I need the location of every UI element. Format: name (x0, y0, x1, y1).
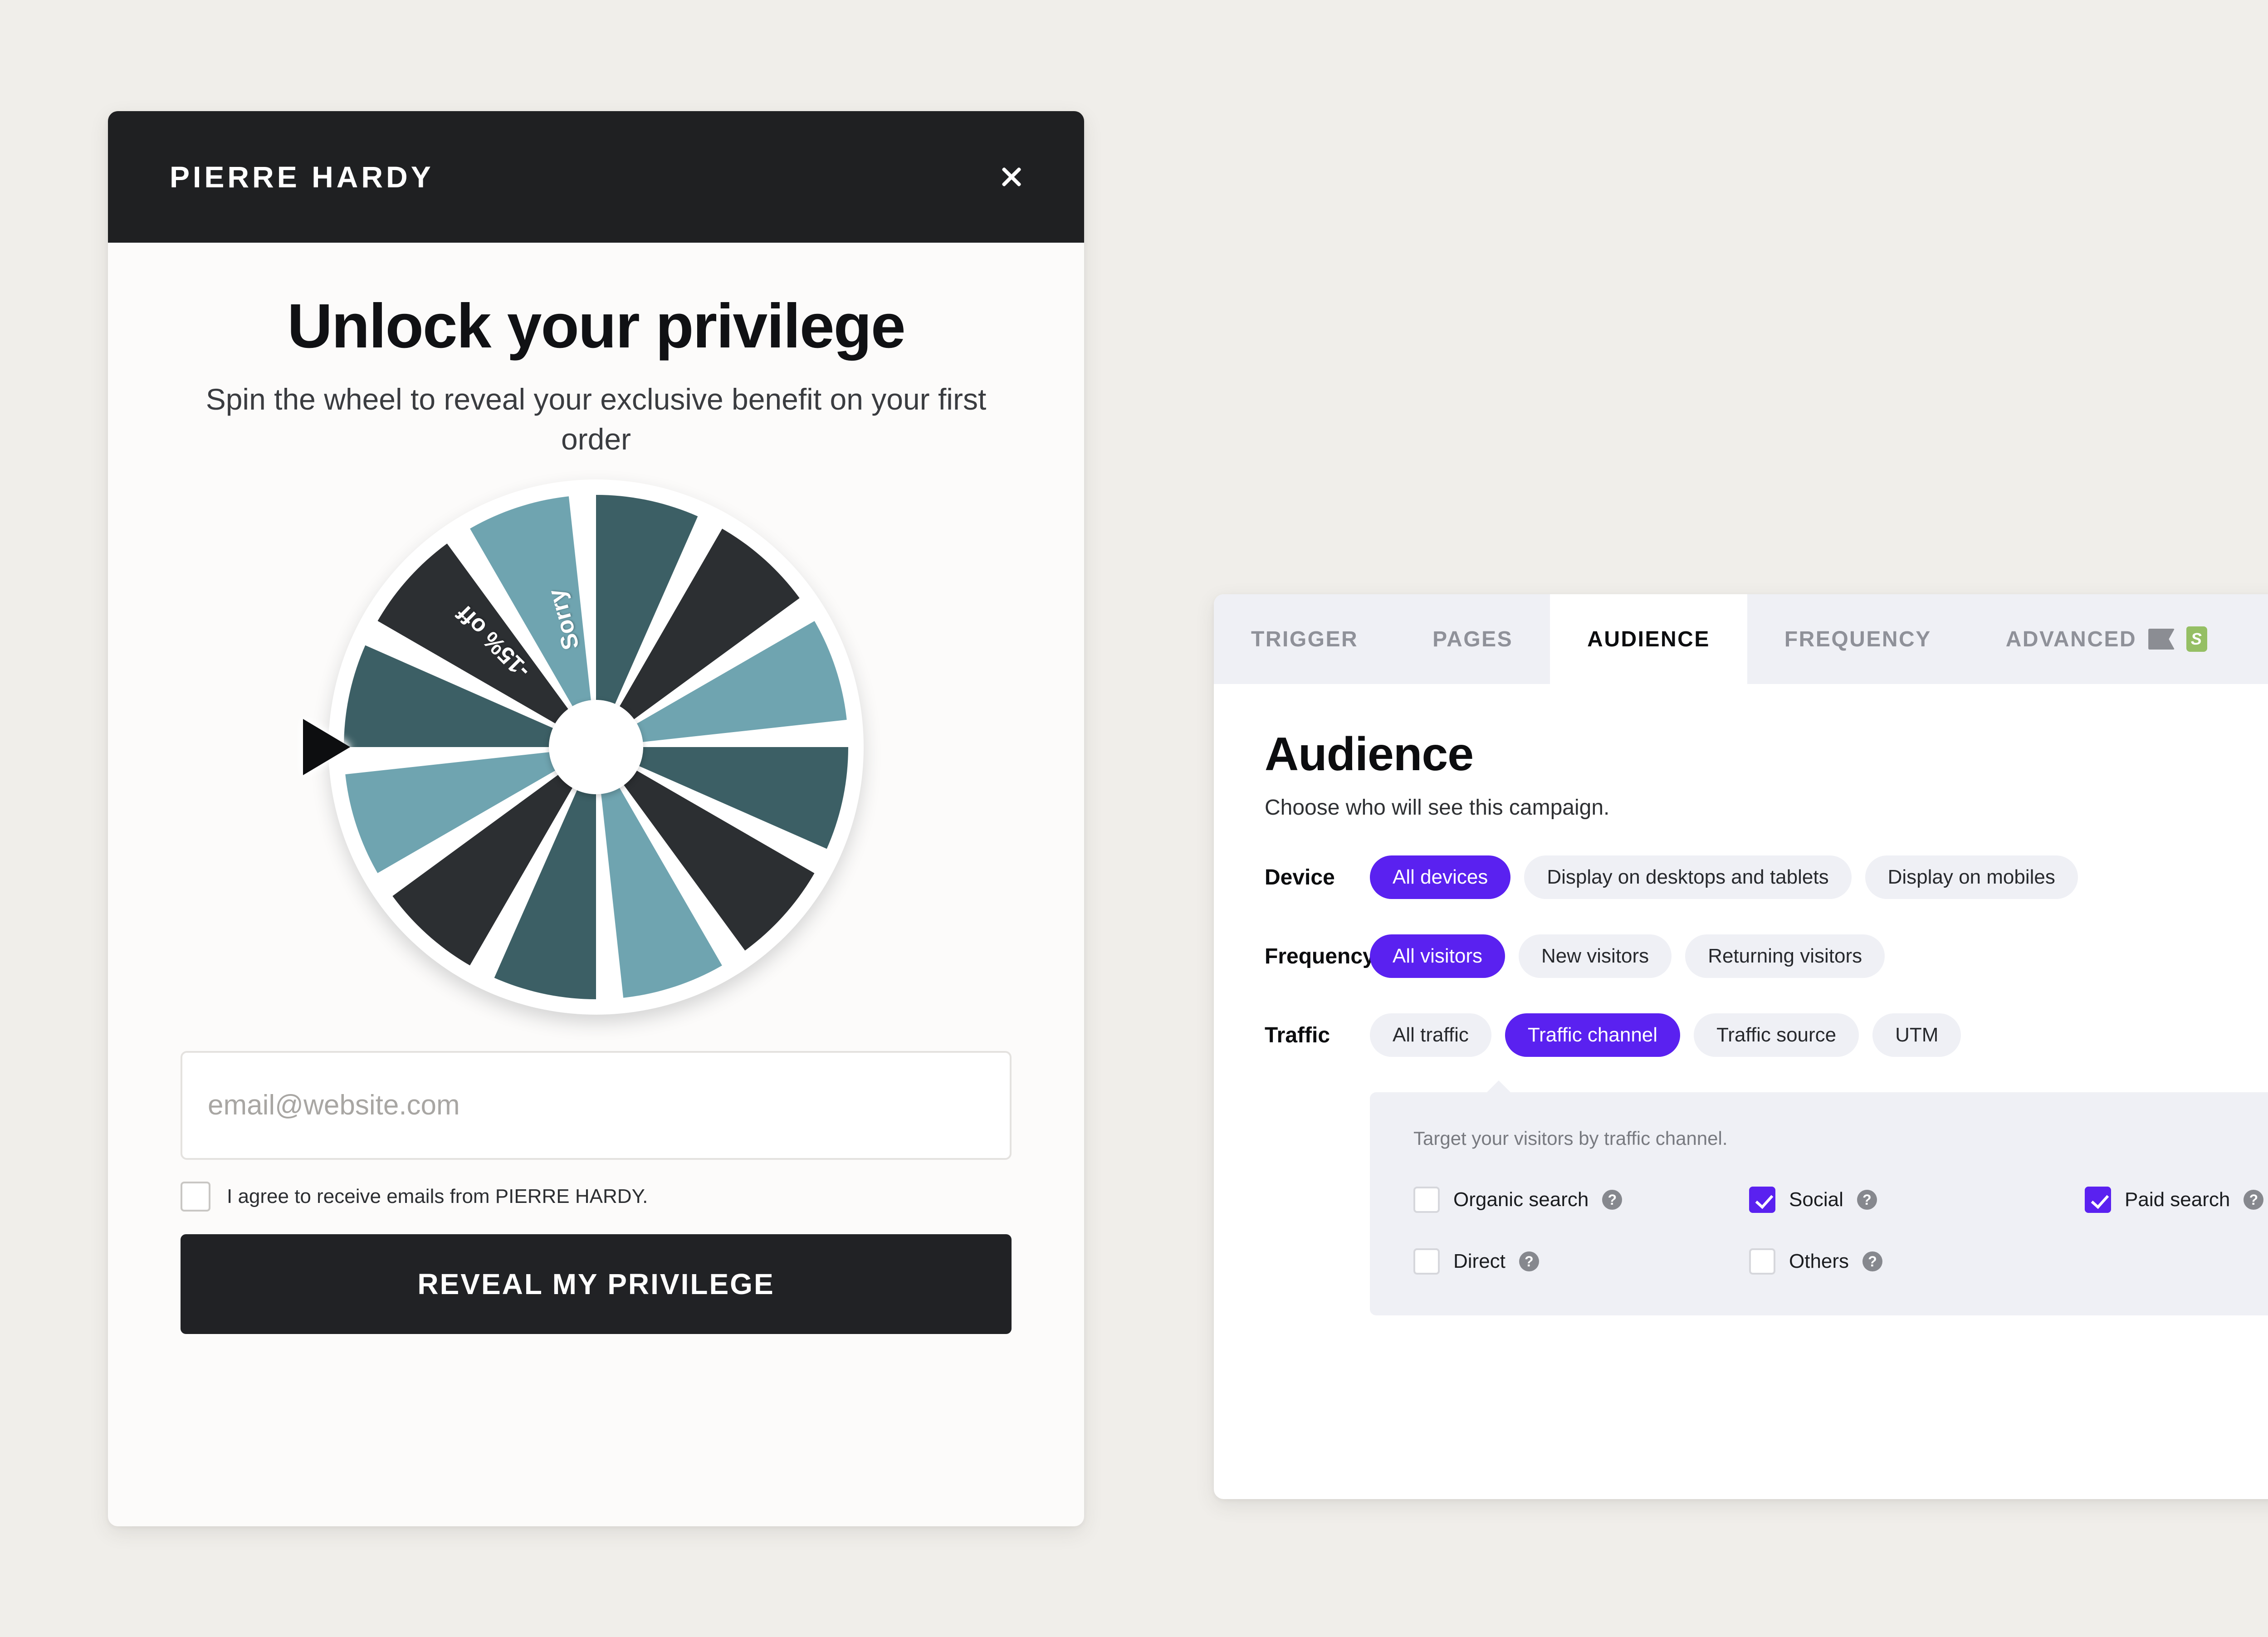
pill-traffic-source[interactable]: Traffic source (1694, 1013, 1859, 1057)
checkbox-item: Social (1749, 1187, 2085, 1213)
campaign-popup-preview: PIERRE HARDY Unlock your privilege Spin … (108, 111, 1084, 1526)
traffic-channel-panel: Target your visitors by traffic channel.… (1370, 1080, 2268, 1315)
option-row-traffic: Traffic All traffic Traffic channel Traffic… (1265, 1013, 2268, 1057)
popup-headline: Unlock your privilege (287, 291, 905, 361)
pill-returning-visitors[interactable]: Returning visitors (1685, 934, 1885, 978)
tab-label: AUDIENCE (1587, 627, 1710, 651)
pill-all-visitors[interactable]: All visitors (1370, 934, 1505, 978)
option-row-device: Device All devices Display on desktops and… (1265, 855, 2268, 899)
option-row-label: Device (1265, 865, 1335, 889)
option-pill-group: All traffic Traffic channel Traffic source… (1370, 1013, 1961, 1057)
email-input[interactable] (181, 1051, 1012, 1160)
page-subtitle: Choose who will see this campaign. (1265, 796, 1610, 820)
help-icon[interactable] (1519, 1251, 1539, 1271)
consent-label: I agree to receive emails from PIERRE HA… (227, 1185, 648, 1207)
option-row-frequency: Frequency All visitors New visitors Returni… (1265, 934, 2268, 978)
settings-tabbar: TRIGGER PAGES AUDIENCE FREQUENCY ADVANCED (1214, 594, 2268, 684)
checkbox-item: Organic search (1413, 1187, 1749, 1213)
checkbox-item: Direct (1413, 1248, 1749, 1275)
checkbox-organic-search[interactable] (1413, 1187, 1440, 1213)
checkbox-others[interactable] (1749, 1248, 1775, 1275)
tab-label: TRIGGER (1251, 627, 1359, 651)
close-icon[interactable] (990, 155, 1033, 199)
option-row-label: Traffic (1265, 1023, 1330, 1047)
wheel-pointer-icon (303, 718, 350, 775)
brand-logo: PIERRE HARDY (170, 160, 434, 194)
tab-advanced[interactable]: ADVANCED (1969, 594, 2244, 684)
option-rows: Device All devices Display on desktops and… (1265, 855, 2268, 1057)
audience-settings-panel: TRIGGER PAGES AUDIENCE FREQUENCY ADVANCED Au… (1214, 594, 2268, 1499)
option-pill-group: All visitors New visitors Returning visito… (1370, 934, 1885, 978)
checkbox-paid-search[interactable] (2085, 1187, 2111, 1213)
checkbox-social[interactable] (1749, 1187, 1775, 1213)
pill-utm[interactable]: UTM (1872, 1013, 1961, 1057)
checkbox-label: Paid search (2125, 1188, 2230, 1211)
tab-label: FREQUENCY (1784, 627, 1931, 651)
pill-all-devices[interactable]: All devices (1370, 855, 1511, 899)
help-icon[interactable] (1602, 1190, 1623, 1210)
tab-pages[interactable]: PAGES (1395, 594, 1550, 684)
flag-icon (2148, 629, 2175, 650)
help-icon[interactable] (1862, 1251, 1883, 1271)
pill-display-on-mobiles[interactable]: Display on mobiles (1865, 855, 2078, 899)
help-icon[interactable] (1857, 1190, 1877, 1210)
panel-body: Audience Choose who will see this campai… (1214, 684, 2268, 1315)
pill-new-visitors[interactable]: New visitors (1519, 934, 1672, 978)
reveal-privilege-button[interactable]: REVEAL MY PRIVILEGE (181, 1234, 1012, 1334)
checkbox-label: Direct (1453, 1250, 1505, 1272)
pill-all-traffic[interactable]: All traffic (1370, 1013, 1491, 1057)
tab-frequency[interactable]: FREQUENCY (1747, 594, 1969, 684)
tab-audience[interactable]: AUDIENCE (1550, 594, 1747, 684)
consent-checkbox[interactable] (181, 1181, 210, 1212)
help-icon[interactable] (2244, 1190, 2264, 1210)
checkbox-label: Others (1789, 1250, 1849, 1272)
checkbox-label: Social (1789, 1188, 1843, 1211)
traffic-channel-checkbox-grid: Organic search Social Paid search Direct Oth… (1413, 1187, 2268, 1275)
checkbox-item: Paid search (2085, 1187, 2268, 1213)
consent-row: I agree to receive emails from PIERRE HA… (181, 1181, 1012, 1212)
checkbox-label: Organic search (1453, 1188, 1589, 1211)
shopify-icon (2186, 626, 2208, 652)
popup-subline: Spin the wheel to reveal your exclusive … (205, 382, 987, 456)
option-row-label: Frequency (1265, 944, 1375, 968)
tab-label: PAGES (1432, 627, 1513, 651)
popup-header: PIERRE HARDY (108, 111, 1084, 243)
pill-display-on-desktops-and-tablets[interactable]: Display on desktops and tablets (1524, 855, 1852, 899)
traffic-channel-hint: Target your visitors by traffic channel. (1413, 1128, 1728, 1149)
tab-trigger[interactable]: TRIGGER (1214, 594, 1395, 684)
popup-body: Unlock your privilege Spin the wheel to … (108, 243, 1084, 1334)
tab-label: ADVANCED (2005, 627, 2137, 651)
checkbox-direct[interactable] (1413, 1248, 1440, 1275)
checkbox-item: Others (1749, 1248, 2085, 1275)
option-pill-group: All devices Display on desktops and table… (1370, 855, 2078, 899)
page-title: Audience (1265, 728, 1474, 781)
pill-traffic-channel[interactable]: Traffic channel (1505, 1013, 1681, 1057)
wheel-hub (549, 699, 643, 794)
